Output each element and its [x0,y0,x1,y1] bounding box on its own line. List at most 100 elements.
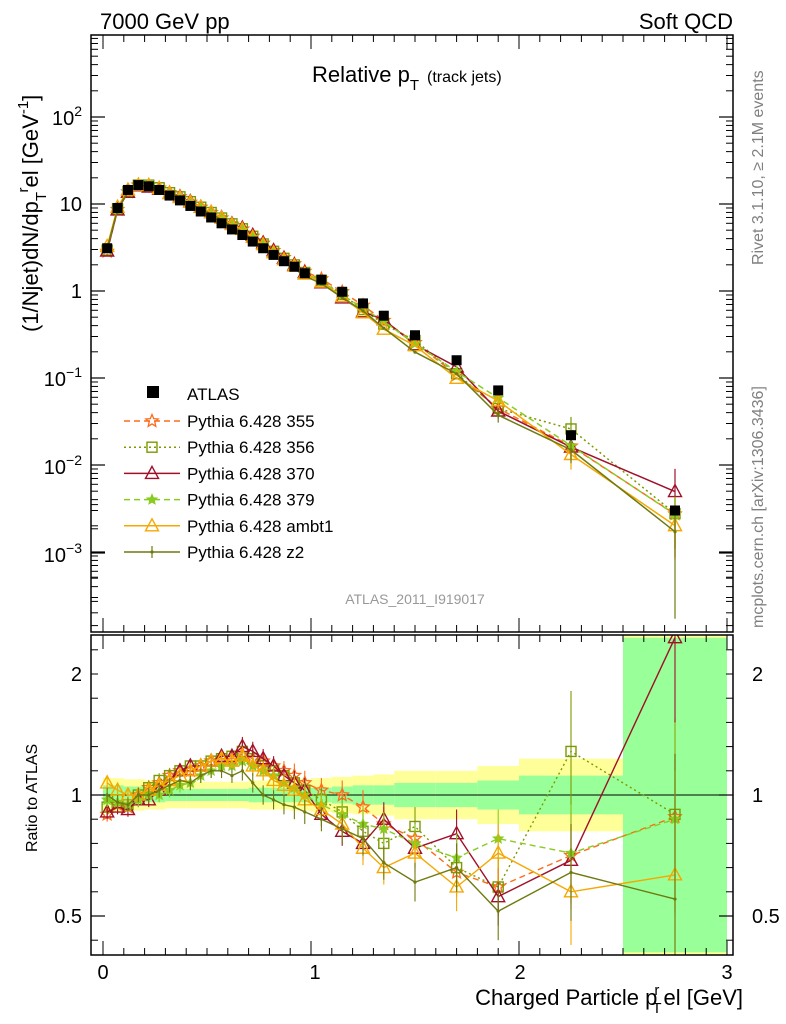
main-marker [413,350,417,354]
ratio-marker [496,909,500,913]
main-marker [361,309,365,313]
atlas-point [122,184,133,195]
atlas-point [247,236,258,247]
atlas-point [216,218,227,229]
main-marker [569,448,573,452]
ratio-marker [282,803,286,807]
x-axis-title: Charged Particle pr Tel [GeV] [475,982,743,1017]
ratio-marker [178,778,182,783]
x-tick-label-0: 0 [97,962,108,984]
atlas-point [289,261,300,272]
legend-marker-3 [145,493,159,505]
legend-marker-0 [144,412,160,428]
main-marker [355,304,371,319]
ratio-series-layer [99,635,683,955]
ratio-marker [240,769,244,773]
atlas-point [358,298,368,309]
main-marker [490,392,506,407]
ratio-marker [105,793,109,797]
ratio-marker [265,772,282,787]
ratio-y-tick-label-left-2: 2 [71,664,82,686]
ratio-marker [569,870,573,875]
legend-marker-5 [150,550,154,554]
x-tick-label-1: 1 [309,962,320,984]
ratio-marker [261,793,265,797]
ratio-marker [448,878,465,893]
atlas-point [237,230,248,241]
ratio-marker [230,774,234,778]
ratio-marker [407,844,423,859]
ratio-marker [377,822,390,835]
y-tick-label-1e-3: 10−3 [44,540,82,567]
plot-title: Relative pT (track jets) [312,62,502,94]
ratio-marker [224,752,240,767]
atlas-point [154,184,165,195]
ratio-marker [245,757,261,772]
ratio-marker [319,817,323,821]
main-y-tick-labels: 10−3 10−2 10−1 1 10 102 [44,103,82,567]
ratio-y-tick-label-right-1: 1 [752,785,763,807]
ratio-marker [251,781,255,785]
legend-label-4: Pythia 6.428 ambt1 [187,517,333,536]
atlas-point [226,224,237,235]
header-right: Soft QCD [639,9,733,34]
x-tick-label-2: 2 [514,962,525,984]
ratio-series-5 [105,753,677,955]
ratio-marker [219,769,224,773]
atlas-point [316,274,327,285]
atlas-point [206,212,217,223]
ratio-marker [271,798,276,802]
ratio-y-tick-label-right-2: 2 [752,664,763,686]
axes-ticks [91,35,733,955]
ratio-marker [413,880,417,884]
atlas-point [143,181,154,192]
y-tick-label-10: 10 [60,194,82,216]
atlas-point [566,430,576,441]
y-tick-label-1: 1 [71,281,82,303]
x-tick-label-3: 3 [721,962,732,984]
legend-label-1: Pythia 6.428 356 [187,438,315,457]
rivet-version-label: Rivet 3.1.10, ≥ 2.1M events [750,70,767,265]
atlas-point [133,180,144,191]
atlas-point [337,286,348,297]
ratio-y-tick-label-right-0.5: 0.5 [752,906,780,928]
main-plot-frame [90,34,734,633]
atlas-point [258,243,269,254]
mcplots-label: mcplots.cern.ch [arXiv:1306.3436] [750,386,767,628]
ratio-marker [565,745,577,758]
ratio-marker [167,783,172,787]
ratio-marker [455,866,459,870]
ratio-y-tick-label-left-1: 1 [71,785,82,807]
main-marker [376,320,392,335]
legend-marker-1 [146,441,158,453]
main-marker [382,326,386,330]
ratio-y-axis-title: Ratio to ATLAS [24,744,41,852]
ratio-marker [673,897,677,901]
ratio-marker [188,781,192,785]
ratio-marker [157,788,161,792]
ratio-marker [99,803,115,818]
legend-label-5: Pythia 6.428 z2 [187,543,304,562]
ratio-marker [199,774,203,778]
legend-label-2: Pythia 6.428 370 [187,464,315,483]
header-left: 7000 GeV pp [100,9,230,34]
atlas-point [164,190,175,201]
legend: ATLAS Pythia 6.428 355 Pythia 6.428 356 Py… [124,385,333,562]
ratio-marker [361,836,365,841]
ratio-marker [209,769,213,773]
ratio-marker [340,827,344,831]
atlas-point [299,268,310,279]
atlas-point [670,505,680,516]
atlas-point [195,206,206,217]
ratio-y-tick-labels: 0.5 1 2 0.5 1 2 [54,664,780,928]
main-marker [455,372,459,376]
legend-marker-2 [144,464,160,480]
ratio-marker [136,793,140,797]
analysis-id-label: ATLAS_2011_I919017 [345,591,485,607]
ratio-marker [147,793,151,797]
atlas-point [493,385,504,396]
atlas-point [451,355,462,366]
main-marker [667,483,683,498]
atlas-point [268,249,279,260]
